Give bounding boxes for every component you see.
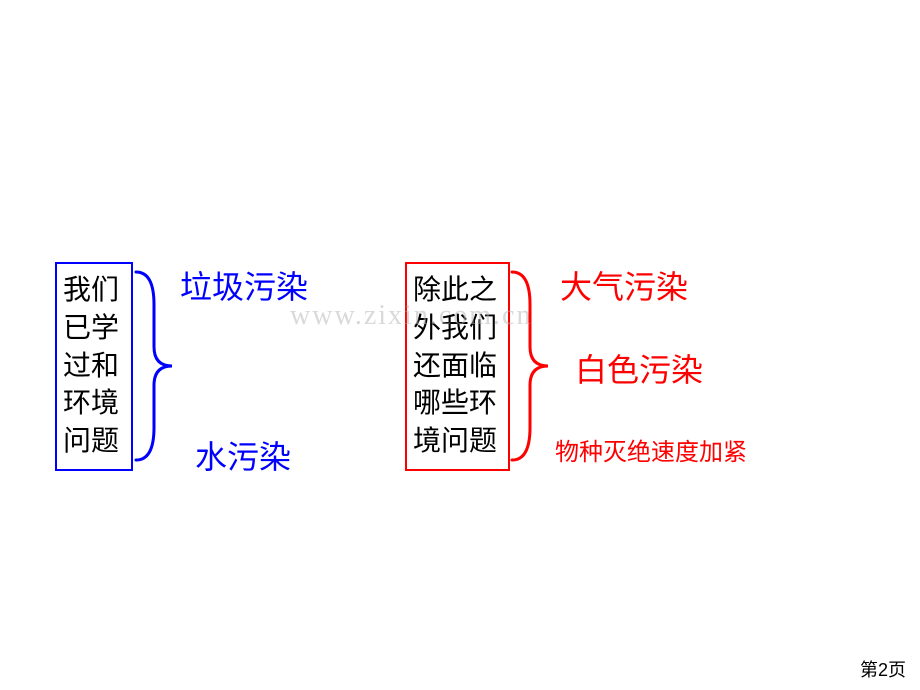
- left-box: 我们 已学 过和 环境 问题: [55, 262, 133, 471]
- left-brace-icon: [134, 270, 174, 462]
- right-box-line: 除此之: [413, 272, 502, 310]
- right-label-middle: 白色污染: [575, 345, 703, 391]
- right-box-line: 哪些环: [413, 385, 502, 423]
- page-number: 第2页: [860, 656, 906, 682]
- right-box-line: 境问题: [413, 423, 502, 461]
- right-label-bottom: 物种灭绝速度加紧: [555, 432, 747, 467]
- right-label-top: 大气污染: [560, 262, 688, 308]
- left-box-line: 问题: [63, 423, 125, 461]
- right-box: 除此之 外我们 还面临 哪些环 境问题: [405, 262, 510, 471]
- left-box-line: 过和: [63, 348, 125, 386]
- left-box-line: 环境: [63, 385, 125, 423]
- left-box-line: 我们: [63, 272, 125, 310]
- right-brace-icon: [510, 270, 550, 462]
- right-box-line: 外我们: [413, 310, 502, 348]
- left-box-line: 已学: [63, 310, 125, 348]
- right-box-line: 还面临: [413, 348, 502, 386]
- left-label-bottom: 水污染: [195, 432, 291, 478]
- left-label-top: 垃圾污染: [180, 262, 308, 308]
